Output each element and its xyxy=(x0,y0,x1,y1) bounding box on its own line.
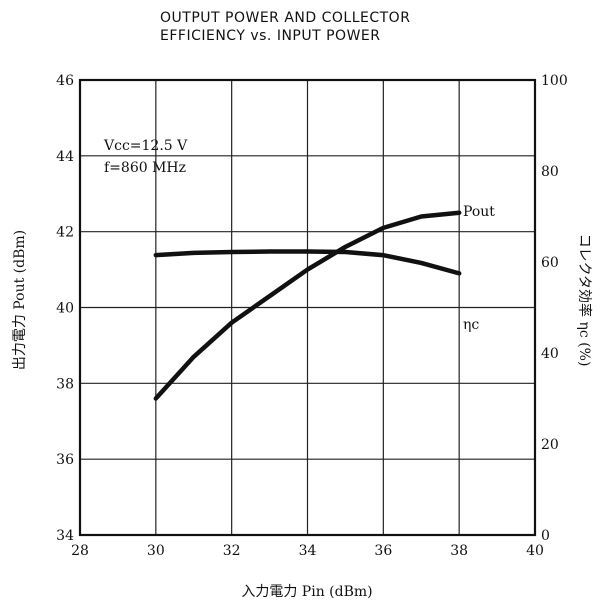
y-tick-label-right: 20 xyxy=(541,437,559,453)
y-tick-label-right: 80 xyxy=(541,164,559,180)
x-ticks: 28 30 32 34 36 38 40 xyxy=(71,543,544,559)
x-tick-label: 38 xyxy=(450,543,468,559)
y-ticks-right: 0 20 40 60 80 100 xyxy=(541,73,568,544)
condition-vcc: Vcc=12.5 V xyxy=(103,138,188,154)
x-tick-label: 28 xyxy=(71,543,89,559)
y-axis-label-right: コレクタ効率 ηc (%) xyxy=(576,234,593,367)
y-tick-label-left: 46 xyxy=(56,73,74,89)
plot-frame xyxy=(78,78,537,537)
y-tick-label-left: 44 xyxy=(56,149,74,165)
chart-title-line-1: OUTPUT POWER AND COLLECTOR xyxy=(160,10,410,26)
y-tick-label-right: 60 xyxy=(541,255,559,271)
x-tick-label: 30 xyxy=(147,543,165,559)
series-layer xyxy=(153,210,462,401)
grid xyxy=(80,80,535,535)
x-tick-label: 36 xyxy=(374,543,392,559)
y-tick-label-left: 34 xyxy=(56,528,74,544)
y-tick-label-left: 42 xyxy=(56,225,74,241)
y-ticks-left: 34 36 38 40 42 44 46 xyxy=(56,73,74,544)
series-label-efficiency: ηc xyxy=(463,317,479,333)
y-tick-label-left: 40 xyxy=(56,301,74,317)
x-axis-label: 入力電力 Pin (dBm) xyxy=(241,584,372,600)
conditions-annotation: Vcc=12.5 V f=860 MHz xyxy=(103,138,188,176)
y-tick-label-left: 36 xyxy=(56,452,74,468)
series-line-pout xyxy=(153,210,462,401)
y-tick-label-left: 38 xyxy=(56,376,74,392)
y-axis-label-left: 出力電力 Pout (dBm) xyxy=(12,230,28,370)
series-label-pout: Pout xyxy=(463,204,495,220)
chart-title-line-2: EFFICIENCY vs. INPUT POWER xyxy=(160,28,380,44)
x-tick-label: 34 xyxy=(299,543,317,559)
x-tick-label: 40 xyxy=(526,543,544,559)
series-line-efficiency xyxy=(153,249,462,276)
y-tick-label-right: 100 xyxy=(541,73,568,89)
y-tick-label-right: 0 xyxy=(541,528,550,544)
condition-frequency: f=860 MHz xyxy=(104,160,186,176)
y-tick-label-right: 40 xyxy=(541,346,559,362)
x-tick-label: 32 xyxy=(223,543,241,559)
